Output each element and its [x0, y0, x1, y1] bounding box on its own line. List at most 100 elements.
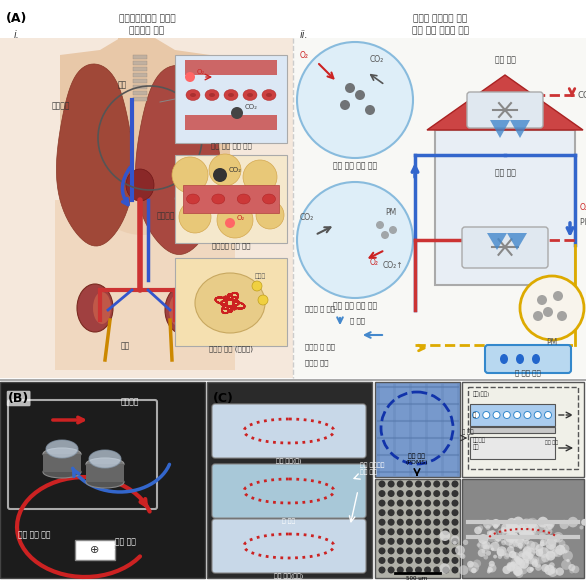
Text: 외부 환경 기체 교환: 외부 환경 기체 교환 — [333, 161, 377, 170]
Circle shape — [549, 562, 555, 568]
Circle shape — [544, 564, 555, 575]
Bar — [183, 185, 279, 213]
Circle shape — [524, 532, 531, 538]
Ellipse shape — [43, 448, 81, 460]
Bar — [470, 404, 555, 426]
Circle shape — [524, 539, 529, 545]
Ellipse shape — [86, 458, 124, 470]
Text: CO₂↓: CO₂↓ — [578, 90, 586, 100]
Circle shape — [406, 557, 413, 564]
FancyBboxPatch shape — [212, 464, 366, 518]
Circle shape — [537, 555, 546, 564]
Ellipse shape — [237, 194, 250, 204]
Circle shape — [535, 562, 541, 568]
Ellipse shape — [205, 89, 219, 100]
Circle shape — [513, 517, 524, 527]
Circle shape — [424, 499, 431, 506]
Circle shape — [459, 553, 464, 558]
Circle shape — [442, 509, 449, 516]
Circle shape — [379, 557, 386, 564]
Circle shape — [488, 564, 496, 572]
Circle shape — [453, 541, 456, 545]
Circle shape — [507, 564, 511, 568]
Circle shape — [563, 550, 573, 561]
Circle shape — [483, 411, 490, 419]
Circle shape — [539, 533, 546, 540]
Circle shape — [511, 559, 516, 564]
Circle shape — [387, 499, 394, 506]
Circle shape — [546, 528, 553, 535]
Circle shape — [572, 566, 580, 573]
Text: 마이크로
버블: 마이크로 버블 — [473, 438, 486, 450]
Circle shape — [415, 490, 422, 497]
Circle shape — [527, 557, 534, 564]
Circle shape — [560, 544, 570, 553]
Circle shape — [536, 544, 543, 552]
Circle shape — [415, 567, 422, 574]
Circle shape — [433, 538, 440, 545]
Circle shape — [509, 532, 519, 543]
Circle shape — [225, 218, 235, 228]
Circle shape — [500, 539, 504, 543]
Circle shape — [550, 544, 556, 551]
Polygon shape — [507, 233, 527, 250]
Circle shape — [406, 548, 413, 554]
Circle shape — [506, 563, 515, 572]
Text: 500 μm: 500 μm — [406, 576, 428, 580]
Circle shape — [516, 559, 525, 568]
Polygon shape — [427, 75, 583, 130]
Text: CO₂: CO₂ — [300, 213, 314, 222]
Circle shape — [550, 521, 555, 527]
Circle shape — [442, 499, 449, 506]
Circle shape — [493, 524, 498, 529]
Bar — [462, 382, 584, 477]
Circle shape — [213, 168, 227, 182]
Circle shape — [553, 291, 563, 301]
Bar — [133, 55, 147, 59]
Circle shape — [539, 549, 541, 553]
Circle shape — [513, 566, 522, 576]
Circle shape — [519, 527, 530, 538]
Text: PM: PM — [546, 338, 558, 347]
Circle shape — [506, 523, 517, 534]
Circle shape — [532, 548, 537, 553]
Circle shape — [513, 532, 517, 537]
Circle shape — [442, 567, 449, 574]
Circle shape — [397, 557, 404, 564]
Circle shape — [533, 311, 543, 321]
Circle shape — [424, 480, 431, 488]
Bar — [118, 38, 140, 68]
Circle shape — [519, 546, 522, 549]
Circle shape — [509, 520, 517, 528]
Circle shape — [451, 538, 458, 545]
Bar — [133, 97, 147, 101]
Circle shape — [505, 532, 516, 543]
Ellipse shape — [190, 93, 196, 97]
Circle shape — [397, 548, 404, 554]
Bar — [468, 387, 578, 469]
Circle shape — [256, 201, 284, 229]
Circle shape — [550, 568, 556, 574]
Circle shape — [515, 535, 524, 544]
Circle shape — [513, 525, 521, 533]
Circle shape — [493, 411, 500, 419]
Circle shape — [556, 545, 565, 555]
Circle shape — [518, 526, 528, 536]
Circle shape — [520, 531, 531, 541]
Circle shape — [556, 534, 561, 539]
Text: 물 챔버: 물 챔버 — [282, 519, 295, 524]
Circle shape — [252, 281, 262, 291]
Ellipse shape — [209, 93, 215, 97]
Text: 호흡기관: 호흡기관 — [52, 101, 70, 110]
Circle shape — [485, 525, 490, 530]
Circle shape — [512, 552, 520, 560]
Circle shape — [451, 509, 458, 516]
Circle shape — [506, 562, 515, 571]
Circle shape — [522, 551, 530, 560]
Bar — [133, 85, 147, 89]
Circle shape — [547, 535, 557, 546]
Bar — [86, 464, 124, 482]
Circle shape — [544, 411, 551, 419]
Ellipse shape — [46, 440, 78, 458]
Circle shape — [433, 480, 440, 488]
